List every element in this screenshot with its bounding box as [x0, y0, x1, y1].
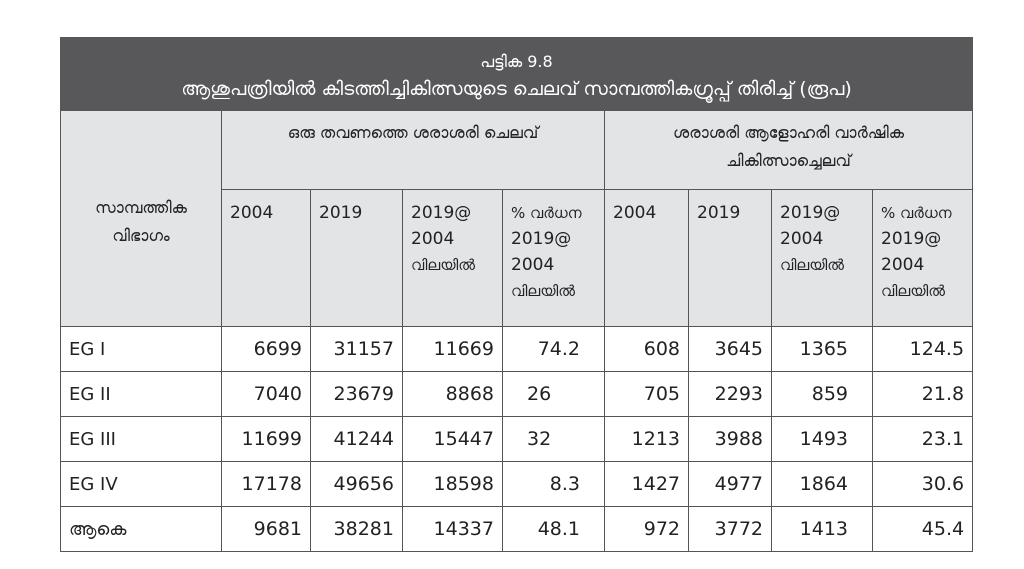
cell: 38281 [310, 506, 403, 552]
sub-header-2004: 2004 [604, 189, 689, 327]
sub-header-text: 2019@ [881, 229, 942, 249]
cell: 1413 [771, 506, 873, 552]
sub-header-2004: 2004 [221, 189, 311, 327]
sub-header-text: 2019 [319, 203, 363, 223]
sub-header-text: 2004 [613, 203, 657, 223]
cell: 6699 [221, 326, 311, 372]
table-row: EG III 11699 41244 15447 32 1213 3988 14… [60, 416, 974, 462]
cell: 2293 [688, 371, 772, 417]
cell: 49656 [310, 461, 403, 507]
cell: 11669 [402, 326, 503, 372]
cell: 15447 [402, 416, 503, 462]
row-label: ആകെ [60, 506, 222, 552]
cell: 45.4 [871, 506, 974, 552]
row-label: EG I [60, 326, 222, 372]
cell: 48.1 [502, 506, 605, 552]
cell: 4977 [688, 461, 772, 507]
cell: 1213 [604, 416, 689, 462]
cell: 972 [604, 506, 689, 552]
cell: 14337 [402, 506, 503, 552]
cell: 23.1 [871, 416, 974, 462]
category-header: സാമ്പത്തിക വിഭാഗം [60, 110, 222, 327]
sub-header-row: 2004 2019 2019@ 2004 വിലയിൽ % വർധന 2019@… [61, 189, 974, 327]
cell: 705 [604, 371, 689, 417]
group-header-per-capita-annual: ശരാശരി ആളോഹരി വാർഷിക ചികിത്സാച്ചെലവ് [603, 110, 974, 190]
table-number: പട്ടിക 9.8 [480, 52, 553, 71]
cell: 26 [502, 371, 605, 417]
sub-header-text: 2004 [881, 255, 925, 275]
cell: 41244 [310, 416, 403, 462]
cell: 3772 [688, 506, 772, 552]
cell: 8868 [402, 371, 503, 417]
cell: 608 [604, 326, 689, 372]
sub-header-pct-increase: % വർധന 2019@ 2004 വിലയിൽ [871, 189, 974, 327]
row-label: EG IV [60, 461, 222, 507]
expenditure-table: പട്ടിക 9.8 ആശുപത്രിയിൽ കിടത്തിച്ചികിത്സയ… [59, 37, 974, 552]
cell: 30.6 [871, 461, 974, 507]
cell: 21.8 [871, 371, 974, 417]
table-title: ആശുപത്രിയിൽ കിടത്തിച്ചികിത്സയുടെ ചെലവ് സ… [181, 78, 852, 100]
cell: 1864 [771, 461, 873, 507]
sub-header-2019: 2019 [688, 189, 772, 327]
sub-header-text: 2019 [697, 203, 741, 223]
sub-header-text: % വർധന [511, 204, 582, 222]
data-table-container: പട്ടിക 9.8 ആശുപത്രിയിൽ കിടത്തിച്ചികിത്സയ… [59, 37, 974, 552]
cell: 11699 [221, 416, 311, 462]
cell: 124.5 [871, 326, 974, 372]
table-caption: പട്ടിക 9.8 ആശുപത്രിയിൽ കിടത്തിച്ചികിത്സയ… [59, 37, 974, 111]
table-row: EG IV 17178 49656 18598 8.3 1427 4977 18… [60, 461, 974, 507]
cell: 23679 [310, 371, 403, 417]
cell: 3988 [688, 416, 772, 462]
sub-header-text: 2004 [230, 203, 274, 223]
sub-header-text: 2004 [511, 255, 555, 275]
group-header-per-episode: ഒരു തവണത്തെ ശരാശരി ചെലവ് [221, 110, 605, 190]
cell: 17178 [221, 461, 311, 507]
row-label: EG II [60, 371, 222, 417]
sub-header-2019-at-2004-prices: 2019@ 2004 വിലയിൽ [402, 189, 503, 327]
sub-header-2019-at-2004-prices: 2019@ 2004 വിലയിൽ [771, 189, 873, 327]
cell: 8.3 [502, 461, 605, 507]
cell: 859 [771, 371, 873, 417]
row-label: EG III [60, 416, 222, 462]
cell: 18598 [402, 461, 503, 507]
sub-header-text: വിലയിൽ [780, 256, 844, 274]
cell: 1365 [771, 326, 873, 372]
sub-header-text: 2004 [780, 229, 824, 249]
table-caption-row: പട്ടിക 9.8 ആശുപത്രിയിൽ കിടത്തിച്ചികിത്സയ… [59, 37, 974, 111]
sub-header-text: 2019@ [411, 203, 472, 223]
cell: 3645 [688, 326, 772, 372]
sub-header-text: വിലയിൽ [411, 256, 475, 274]
sub-header-text: വിലയിൽ [511, 282, 575, 300]
cell: 1493 [771, 416, 873, 462]
cell: 32 [502, 416, 605, 462]
sub-header-text: വിലയിൽ [881, 282, 945, 300]
cell: 74.2 [502, 326, 605, 372]
sub-header-text: 2019@ [780, 203, 841, 223]
sub-header-pct-increase: % വർധന 2019@ 2004 വിലയിൽ [502, 189, 605, 327]
table-row-total: ആകെ 9681 38281 14337 48.1 972 3772 1413 … [60, 506, 974, 552]
cell: 7040 [221, 371, 311, 417]
cell: 9681 [221, 506, 311, 552]
table-row: EG II 7040 23679 8868 26 705 2293 859 21… [60, 371, 974, 417]
table-row: EG I 6699 31157 11669 74.2 608 3645 1365… [60, 326, 974, 372]
sub-header-text: 2019@ [511, 229, 572, 249]
sub-header-2019: 2019 [310, 189, 403, 327]
cell: 1427 [604, 461, 689, 507]
sub-header-text: % വർധന [881, 204, 952, 222]
group-header-row: സാമ്പത്തിക വിഭാഗം ഒരു തവണത്തെ ശരാശരി ചെല… [60, 110, 974, 327]
cell: 31157 [310, 326, 403, 372]
sub-header-text: 2004 [411, 229, 455, 249]
